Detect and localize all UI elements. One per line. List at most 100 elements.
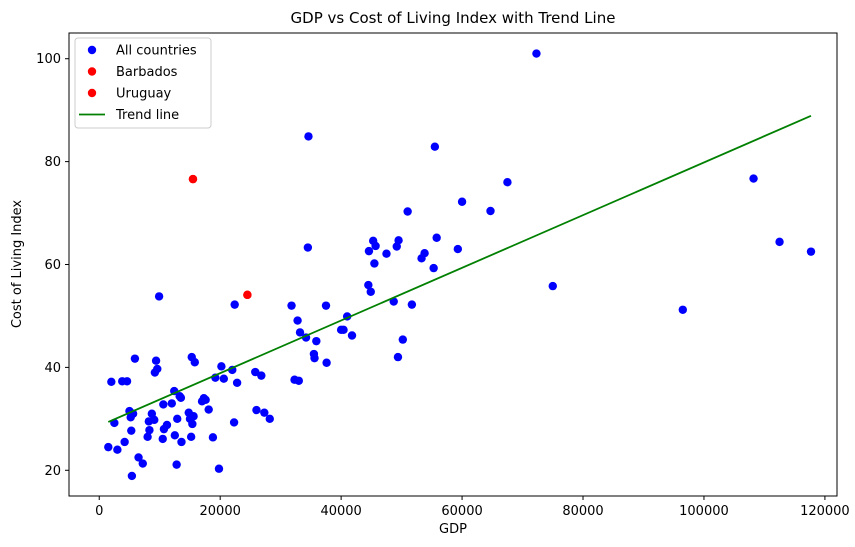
- scatter-point: [170, 431, 180, 440]
- scatter-point: [265, 414, 274, 424]
- scatter-point: [432, 233, 441, 242]
- scatter-point: [130, 354, 140, 363]
- scatter-point: [219, 374, 229, 383]
- scatter-point: [122, 377, 132, 386]
- scatter-point: [176, 393, 186, 402]
- scatter-point: [232, 378, 242, 388]
- plot-area: [104, 49, 816, 481]
- highlight-point: [188, 174, 198, 184]
- legend-label: Trend line: [115, 108, 179, 123]
- scatter-point: [294, 376, 303, 385]
- scatter-point: [382, 249, 391, 258]
- scatter-point: [429, 263, 438, 273]
- x-tick-label: 100000: [679, 504, 729, 519]
- scatter-point: [394, 236, 403, 245]
- scatter-point: [113, 445, 122, 454]
- x-axis-title: GDP: [439, 522, 467, 537]
- legend: All countries Barbados Uruguay Trend line: [74, 37, 212, 129]
- highlight-point: [243, 290, 252, 300]
- scatter-point: [107, 377, 116, 386]
- scatter-point: [252, 405, 261, 415]
- chart-title: GDP vs Cost of Living Index with Trend L…: [291, 9, 616, 27]
- x-tick-label: 80000: [562, 504, 603, 519]
- trend-line: [107, 115, 812, 423]
- y-axis: 20 40 60 80 100: [36, 52, 69, 479]
- scatter-point: [430, 142, 440, 151]
- scatter-point: [749, 174, 758, 183]
- scatter-point: [229, 418, 239, 427]
- x-tick-label: 40000: [320, 504, 361, 519]
- scatter-point: [134, 453, 143, 462]
- legend-box: [74, 37, 212, 129]
- scatter-point: [172, 460, 181, 469]
- y-tick-label: 100: [36, 52, 61, 67]
- scatter-point: [453, 244, 463, 254]
- scatter-point: [304, 132, 313, 141]
- scatter-point: [321, 301, 331, 310]
- scatter-point: [295, 328, 305, 337]
- scatter-point: [120, 437, 129, 447]
- scatter-point: [251, 367, 260, 377]
- scatter-point: [104, 442, 113, 452]
- scatter-point: [230, 300, 239, 309]
- scatter-point: [167, 399, 177, 408]
- scatter-point: [158, 434, 167, 444]
- y-tick-label: 80: [44, 155, 61, 170]
- scatter-point: [188, 419, 197, 429]
- scatter-point: [154, 292, 164, 301]
- scatter-point: [371, 241, 380, 251]
- scatter-point: [678, 305, 687, 314]
- scatter-point: [548, 281, 557, 291]
- scatter-point: [457, 197, 467, 206]
- scatter-point: [257, 371, 266, 380]
- legend-marker-swatch: [87, 88, 97, 98]
- scatter-point: [312, 336, 321, 346]
- scatter-point: [393, 352, 403, 362]
- scatter-point: [138, 459, 147, 468]
- x-tick-label: 60000: [441, 504, 482, 519]
- x-tick-label: 20000: [200, 504, 241, 519]
- legend-label: All countries: [116, 44, 197, 59]
- scatter-point: [189, 412, 198, 421]
- scatter-point: [153, 364, 162, 374]
- scatter-point: [364, 280, 373, 290]
- scatter-point: [127, 471, 137, 481]
- scatter-point: [420, 248, 429, 258]
- scatter-point: [287, 301, 296, 310]
- scatter-point: [532, 49, 541, 58]
- legend-marker-swatch: [87, 67, 97, 76]
- x-tick-label: 0: [95, 504, 103, 519]
- scatter-point: [190, 358, 199, 367]
- scatter-point: [145, 425, 154, 435]
- scatter-point: [303, 243, 313, 252]
- scatter-point: [486, 206, 495, 216]
- legend-label: Uruguay: [116, 87, 172, 102]
- scatter-point: [407, 300, 417, 309]
- scatter-point: [173, 414, 182, 424]
- scatter-point: [293, 316, 302, 325]
- scatter-point: [159, 400, 168, 409]
- scatter-point: [370, 259, 379, 268]
- scatter-point: [177, 437, 186, 447]
- y-tick-label: 60: [44, 258, 61, 273]
- scatter-point: [151, 356, 161, 365]
- scatter-point: [204, 405, 213, 414]
- scatter-point: [127, 426, 136, 435]
- scatter-point: [143, 432, 152, 442]
- y-tick-label: 40: [44, 361, 61, 376]
- x-axis: 0 20000 40000 60000 80000 100000 120000: [95, 496, 850, 519]
- scatter-point: [150, 415, 159, 425]
- scatter-point: [403, 207, 412, 216]
- legend-marker-swatch: [87, 45, 97, 55]
- legend-label: Barbados: [116, 65, 178, 80]
- scatter-point: [775, 237, 784, 247]
- y-axis-title: Cost of Living Index: [10, 200, 25, 329]
- scatter-point: [186, 432, 196, 442]
- scatter-point: [208, 433, 218, 442]
- x-tick-label: 120000: [800, 504, 850, 519]
- scatter-point: [260, 408, 269, 417]
- scatter-point: [806, 247, 816, 256]
- scatter-point: [366, 287, 375, 296]
- scatter-point: [347, 331, 357, 340]
